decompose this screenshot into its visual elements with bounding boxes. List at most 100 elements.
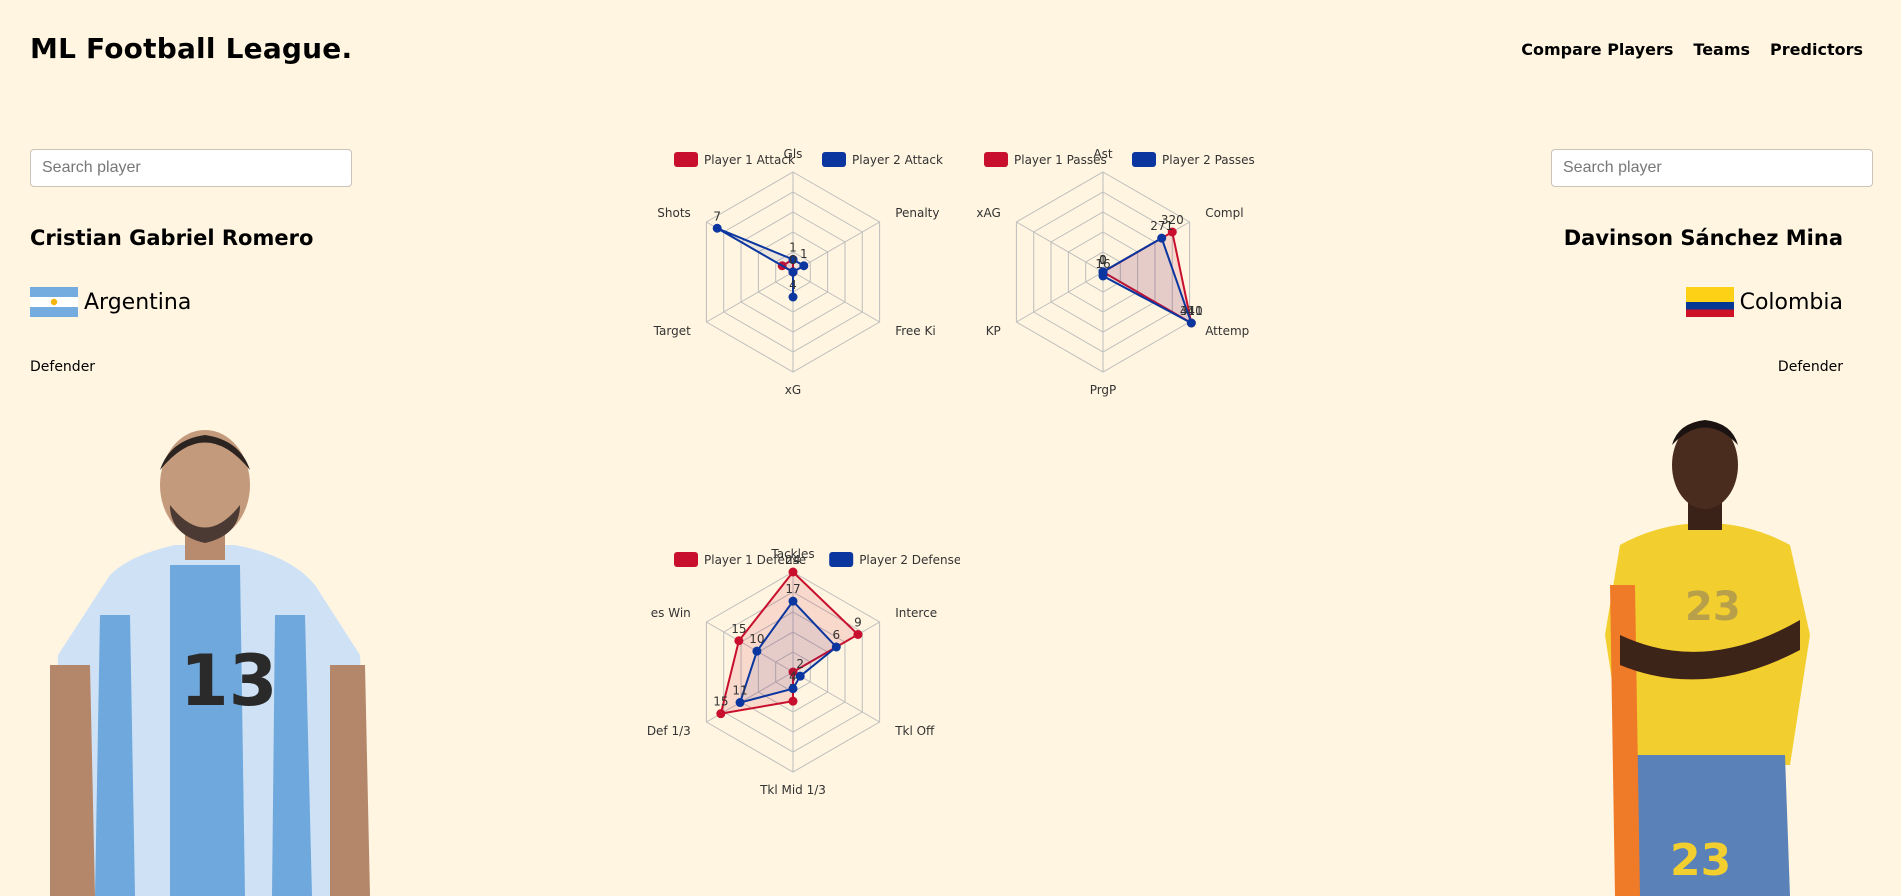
grid-spoke-3 [792, 271, 880, 323]
player1-country: Argentina [30, 287, 191, 317]
data-label-2-1: 1 [789, 241, 797, 255]
data-label-2-5: 0 [789, 253, 797, 267]
data-point-2-3 [1186, 318, 1196, 328]
data-label-1-6: 15 [731, 622, 746, 636]
data-label-2-4: 16 [1095, 257, 1110, 271]
data-point-2-2 [1157, 233, 1167, 243]
svg-text:13: 13 [180, 640, 277, 722]
player2-search-input[interactable] [1551, 149, 1873, 187]
axis-label-5: KP [986, 324, 1001, 338]
data-point-2-6 [712, 223, 722, 233]
data-point-1-6 [734, 636, 744, 646]
radar-grid [705, 571, 881, 773]
nav-teams[interactable]: Teams [1693, 40, 1751, 59]
player2-country: Colombia [1685, 287, 1843, 317]
axis-label-1: Tackles [770, 547, 814, 561]
axis-label-6: xAG [976, 206, 1000, 220]
legend-swatch-1 [984, 152, 1008, 167]
passes-radar-chart: Player 1 Passes Player 2 Passes Ast Compl At… [976, 147, 1255, 397]
data-point-2-6 [1098, 267, 1108, 277]
data-label-2-2: 6 [832, 628, 840, 642]
legend-swatch-2 [822, 152, 846, 167]
argentina-flag-icon [30, 287, 78, 317]
legend-label-2: Player 2 Attack [852, 153, 943, 167]
attack-radar-chart: Player 1 Attack Player 2 Attack Gls Penalty… [653, 147, 943, 397]
data-label-2-5: 11 [732, 684, 747, 698]
grid-spoke-6 [706, 621, 794, 673]
legend-label-2: Player 2 Defense [859, 553, 960, 567]
axis-label-5: Def 1/3 [647, 724, 691, 738]
data-label-1-1: 24 [785, 553, 800, 567]
grid-spoke-3 [792, 671, 880, 723]
grid-spoke-6 [1016, 221, 1104, 273]
colombia-flag-icon [1685, 287, 1734, 317]
data-point-1-3 [788, 667, 798, 677]
data-label-1-5: 15 [713, 695, 728, 709]
player1-country-label: Argentina [84, 289, 192, 315]
player2-position: Defender [1777, 359, 1843, 375]
data-point-2-1 [788, 255, 798, 264]
legend-swatch-1 [674, 152, 698, 167]
data-point-2-5 [788, 267, 798, 277]
legend-label-1: Player 1 Passes [1014, 153, 1107, 167]
axis-label-3: Tkl Off [894, 724, 935, 738]
axis-label-2: Interce [895, 606, 937, 620]
data-point-2-2 [799, 261, 809, 271]
player1-photo: 13 [50, 430, 370, 896]
legend-label-1: Player 1 Defense [704, 553, 806, 567]
data-point-2-2 [831, 642, 841, 652]
data-label-2-2: 271 [1150, 219, 1173, 233]
legend-label-2: Player 2 Passes [1162, 153, 1255, 167]
legend-swatch-1 [674, 552, 698, 567]
data-label-2-6: 10 [749, 632, 764, 646]
data-label-2-4: 4 [789, 278, 797, 292]
axis-label-5: Target [653, 324, 691, 338]
top-nav: Compare Players Teams Predictors [1521, 40, 1863, 59]
axis-label-1: Ast [1093, 147, 1112, 161]
data-point-2-1 [788, 596, 798, 606]
data-point-1-1 [788, 567, 798, 577]
data-label-1-6: 0 [1099, 253, 1107, 267]
data-point-1-5 [716, 709, 726, 719]
data-label-2-3: 0 [789, 253, 797, 267]
axis-label-6: es Win [651, 606, 691, 620]
axis-label-4: PrgP [1090, 383, 1117, 397]
data-label-2-6: 7 [713, 209, 721, 223]
player2-country-label: Colombia [1739, 289, 1843, 315]
data-point-1-2 [1167, 227, 1177, 237]
grid-spoke-5 [706, 271, 794, 323]
axis-label-4: xG [785, 383, 801, 397]
axis-label-2: Penalty [895, 206, 939, 220]
svg-text:23: 23 [1670, 835, 1731, 886]
axis-label-3: Attemp [1205, 324, 1249, 338]
data-label-1-2: 9 [854, 616, 862, 630]
nav-predictors[interactable]: Predictors [1770, 40, 1863, 59]
legend-swatch-2 [1132, 152, 1156, 167]
svg-text:23: 23 [1685, 584, 1741, 630]
data-label-2-3: 2 [796, 657, 804, 671]
grid-spoke-5 [1016, 271, 1104, 323]
defense-radar-chart: Player 1 Defense Player 2 Defense Tackles I… [647, 547, 960, 797]
nav-compare-players[interactable]: Compare Players [1521, 40, 1674, 59]
data-label-2-3: 341 [1180, 304, 1203, 318]
data-label-2-4: 4 [789, 670, 797, 684]
data-label-2-1: 17 [785, 582, 800, 596]
data-point-2-4 [788, 684, 798, 694]
legend-label-1: Player 1 Attack [704, 153, 795, 167]
player2-photo: 23 23 [1605, 420, 1810, 896]
data-label-1-2: 320 [1161, 213, 1184, 227]
legend-swatch-2 [829, 552, 854, 567]
player1-name: Cristian Gabriel Romero [30, 226, 314, 250]
data-label-1-1: 0 [1099, 253, 1107, 267]
data-point-1-4 [788, 696, 798, 706]
player1-search-input[interactable] [30, 149, 352, 187]
axis-label-6: Shots [657, 206, 691, 220]
data-label-2-6: 0 [1099, 253, 1107, 267]
data-point-2-5 [735, 698, 745, 708]
axis-label-4: Tkl Mid 1/3 [759, 783, 826, 797]
data-label-2-1: 1 [1099, 253, 1107, 267]
player2-name: Davinson Sánchez Mina [1563, 226, 1843, 250]
data-point-2-3 [795, 671, 805, 681]
data-point-2-6 [752, 646, 762, 656]
axis-label-2: Compl [1205, 206, 1243, 220]
